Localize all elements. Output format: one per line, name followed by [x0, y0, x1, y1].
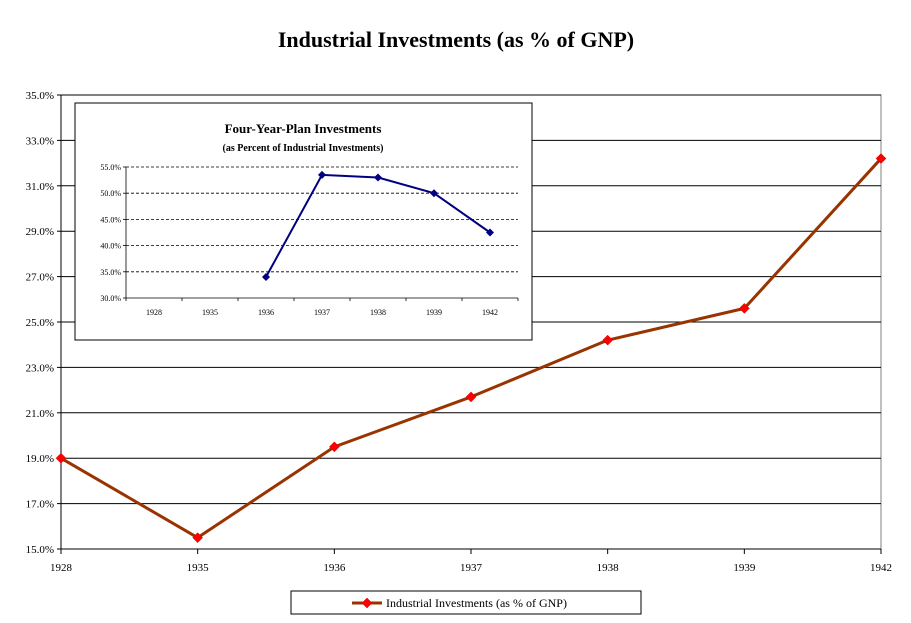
legend-label: Industrial Investments (as % of GNP)	[386, 596, 567, 610]
inset-x-tick-label: 1939	[426, 308, 442, 317]
x-tick-label: 1937	[460, 562, 483, 574]
x-tick-label: 1938	[597, 562, 620, 574]
data-point	[738, 303, 750, 314]
legend-box	[290, 590, 642, 615]
y-tick-label: 17.0%	[26, 499, 54, 511]
inset-x-tick-label: 1936	[258, 308, 274, 317]
data-point	[328, 441, 340, 453]
main-x-axis: 1928 1935 1936 1937 1938 1939 1942	[50, 548, 892, 574]
inset-y-tick-label: 40.0%	[100, 242, 121, 251]
inset-x-tick-label: 1938	[370, 308, 386, 317]
inset-x-tick-label: 1942	[482, 308, 498, 317]
x-tick-label: 1936	[323, 562, 346, 574]
data-point	[55, 452, 67, 464]
inset-y-tick-label: 30.0%	[100, 294, 121, 303]
inset-y-tick-label: 45.0%	[100, 215, 121, 224]
legend-marker	[361, 597, 373, 609]
x-tick-label: 1928	[50, 562, 73, 574]
inset-data-point	[486, 228, 494, 237]
inset-series	[262, 170, 494, 282]
inset-x-tick-label: 1937	[314, 308, 330, 317]
inset-frame	[74, 102, 533, 341]
inset-y-tick-label: 35.0%	[100, 268, 121, 277]
x-tick-label: 1942	[870, 562, 892, 574]
y-tick-label: 29.0%	[26, 226, 54, 238]
y-tick-label: 27.0%	[26, 272, 54, 284]
data-point	[192, 532, 204, 544]
inset-data-point	[374, 173, 382, 182]
x-tick-label: 1939	[733, 562, 756, 574]
inset-subtitle: (as Percent of Industrial Investments)	[223, 143, 384, 154]
y-tick-label: 31.0%	[26, 181, 54, 193]
y-tick-label: 19.0%	[26, 453, 54, 465]
data-point	[602, 334, 614, 346]
main-y-axis: 15.0% 17.0% 19.0% 21.0% 23.0% 25.0% 27.0% 29.0%…	[26, 90, 62, 556]
y-tick-label: 33.0%	[26, 135, 54, 147]
inset-title: Four-Year-Plan Investments	[225, 121, 382, 136]
inset-y-axis: 30.0% 35.0% 40.0% 45.0% 50.0% 55.0%	[100, 163, 127, 303]
data-point	[875, 153, 887, 164]
inset-data-point	[430, 189, 438, 198]
y-tick-label: 23.0%	[26, 362, 54, 374]
inset-x-tick-label: 1935	[202, 308, 218, 317]
inset-y-tick-label: 50.0%	[100, 189, 121, 198]
inset-x-tick-label: 1928	[146, 308, 162, 317]
y-tick-label: 25.0%	[26, 317, 54, 329]
inset-chart: Four-Year-Plan Investments (as Percent o…	[74, 102, 533, 341]
legend: Industrial Investments (as % of GNP)	[290, 590, 642, 615]
inset-data-point	[262, 273, 270, 282]
inset-data-point	[318, 170, 326, 179]
y-tick-label: 21.0%	[26, 408, 54, 420]
data-point	[465, 391, 477, 403]
inset-x-axis: 1928 1935 1936 1937 1938 1939 1942	[125, 297, 519, 317]
y-tick-label: 15.0%	[26, 544, 54, 556]
y-tick-label: 35.0%	[26, 90, 54, 102]
x-tick-label: 1935	[187, 562, 210, 574]
inset-gridlines	[126, 166, 518, 273]
inset-y-tick-label: 55.0%	[100, 163, 121, 172]
chart-title: Industrial Investments (as % of GNP)	[278, 27, 634, 52]
main-series	[55, 153, 887, 544]
